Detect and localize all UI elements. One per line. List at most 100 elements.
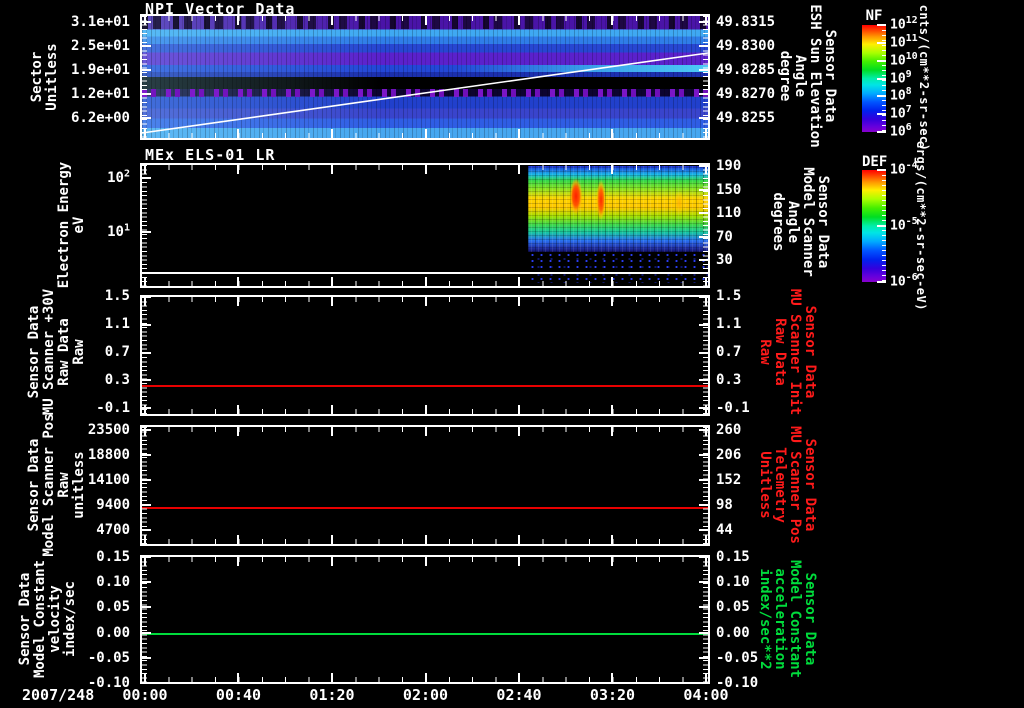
tick-label: 1.5 bbox=[716, 288, 742, 304]
tick-label: 10-4 bbox=[890, 160, 918, 178]
tick-label: -0.05 bbox=[87, 649, 130, 666]
major-x-tick bbox=[424, 129, 427, 138]
npi-cyan-stripe bbox=[142, 64, 708, 73]
major-x-tick bbox=[424, 297, 427, 306]
major-x-tick bbox=[424, 405, 427, 414]
major-x-tick bbox=[518, 535, 520, 544]
tick-label: 2.5e+01 bbox=[70, 38, 130, 54]
tick-label: 106 bbox=[890, 122, 912, 140]
els-flux-burst-region bbox=[528, 166, 708, 252]
tick-label: 0.15 bbox=[716, 549, 750, 565]
panel4-right-axis-label: Sensor Data MU Scanner Pos Telemetry Uni… bbox=[757, 425, 818, 544]
tick-label: 1011 bbox=[890, 33, 918, 51]
nf-colorbar-units: cnts/(cm**2-sr-sec) bbox=[917, 4, 931, 152]
panel1-left-tick-labels: 3.1e+01 2.5e+01 1.9e+01 1.2e+01 6.2e+00 bbox=[0, 15, 134, 125]
tick-label: 9400 bbox=[96, 497, 130, 513]
tick-label: 260 bbox=[716, 422, 742, 438]
major-x-tick bbox=[237, 405, 240, 414]
major-tick bbox=[142, 682, 151, 684]
major-x-tick bbox=[611, 165, 614, 174]
tick-label: 3.1e+01 bbox=[70, 14, 130, 30]
major-x-tick bbox=[518, 16, 520, 25]
scanner-pos-line bbox=[142, 507, 708, 509]
panel1-right-tick-comb bbox=[703, 16, 708, 138]
scanner-voltage-panel bbox=[140, 295, 710, 416]
tick-label: 150 bbox=[716, 181, 742, 198]
major-x-tick bbox=[331, 165, 333, 174]
tick-label: 0.10 bbox=[96, 574, 130, 591]
major-x-tick bbox=[611, 16, 614, 25]
tick-label: 70 bbox=[716, 228, 733, 245]
major-x-tick bbox=[237, 277, 240, 286]
scanner-pos-panel bbox=[140, 425, 710, 546]
major-x-tick bbox=[611, 405, 614, 414]
tick-label: -0.10 bbox=[716, 675, 759, 691]
major-x-tick bbox=[144, 557, 146, 566]
major-x-tick bbox=[144, 535, 146, 544]
major-x-tick bbox=[144, 297, 146, 306]
major-x-tick bbox=[331, 535, 333, 544]
major-x-tick bbox=[611, 673, 614, 682]
major-x-tick bbox=[331, 277, 333, 286]
def-colorbar-title: DEF bbox=[862, 154, 888, 170]
major-x-tick bbox=[331, 673, 333, 682]
tick-label: 49.8300 bbox=[716, 38, 776, 54]
tick-label: 1010 bbox=[890, 50, 918, 69]
red-flux-streak bbox=[567, 176, 584, 222]
panel5-right-tick-comb bbox=[703, 557, 708, 682]
red-flux-streak bbox=[594, 179, 608, 230]
major-x-tick bbox=[144, 673, 146, 682]
major-x-tick bbox=[144, 427, 146, 436]
tick-label: 49.8285 bbox=[716, 62, 776, 78]
panel2-left-tick-comb bbox=[142, 165, 147, 286]
major-x-tick bbox=[518, 277, 520, 286]
tick-label: 0.3 bbox=[716, 372, 742, 388]
major-x-tick bbox=[237, 165, 240, 174]
tick-label: 0.7 bbox=[104, 344, 130, 360]
tick-label: 10-6 bbox=[890, 272, 918, 290]
nf-colorbar-tick-comb bbox=[882, 25, 886, 132]
major-x-tick bbox=[144, 165, 146, 174]
major-x-tick bbox=[705, 165, 707, 174]
tick-label: 1012 bbox=[890, 15, 918, 33]
panel1-right-axis-label: Sensor Data ESH Sun Elevation Angle degr… bbox=[777, 4, 838, 148]
npi-spectrogram-panel bbox=[140, 14, 710, 140]
panel4-right-tick-comb bbox=[703, 427, 708, 544]
sun-elevation-line bbox=[142, 52, 708, 134]
tick-label: 1.5 bbox=[104, 288, 130, 304]
velocity-line bbox=[142, 633, 708, 635]
major-x-tick bbox=[611, 427, 614, 436]
tick-label: 0.05 bbox=[716, 599, 750, 616]
major-x-tick bbox=[424, 427, 427, 436]
tick-label: -0.05 bbox=[716, 649, 759, 666]
major-x-tick bbox=[611, 277, 614, 286]
major-x-tick bbox=[518, 557, 520, 566]
tick-label: 206 bbox=[716, 447, 742, 463]
tick-label: 107 bbox=[890, 104, 912, 122]
major-x-tick bbox=[237, 129, 240, 138]
tick-label: 6.2e+00 bbox=[70, 110, 130, 126]
major-x-tick bbox=[237, 427, 240, 436]
def-colorbar bbox=[862, 169, 886, 283]
major-x-tick bbox=[424, 16, 427, 25]
tick-label: 0.05 bbox=[96, 599, 130, 616]
tick-label: 10-5 bbox=[890, 216, 918, 234]
major-x-tick bbox=[611, 297, 614, 306]
tick-label: 102 bbox=[107, 168, 130, 186]
time-tick-label: 00:40 bbox=[215, 686, 262, 704]
major-x-tick bbox=[705, 277, 707, 286]
panel3-right-tick-comb bbox=[703, 297, 708, 414]
major-x-tick bbox=[518, 165, 520, 174]
major-x-tick bbox=[237, 535, 240, 544]
tick-label: 30 bbox=[716, 252, 733, 268]
major-x-tick bbox=[518, 129, 520, 138]
major-x-tick bbox=[705, 129, 707, 138]
tick-label: -0.1 bbox=[96, 400, 130, 416]
panel2-title: MEx ELS-01 LR bbox=[145, 146, 276, 164]
els-low-count-speckles bbox=[528, 252, 708, 283]
panel1-title: NPI Vector Data bbox=[145, 0, 296, 18]
tick-label: 44 bbox=[716, 522, 733, 538]
panel3-left-tick-labels: 1.5 1.1 0.7 0.3 -0.1 bbox=[0, 289, 134, 415]
major-x-tick bbox=[705, 427, 707, 436]
